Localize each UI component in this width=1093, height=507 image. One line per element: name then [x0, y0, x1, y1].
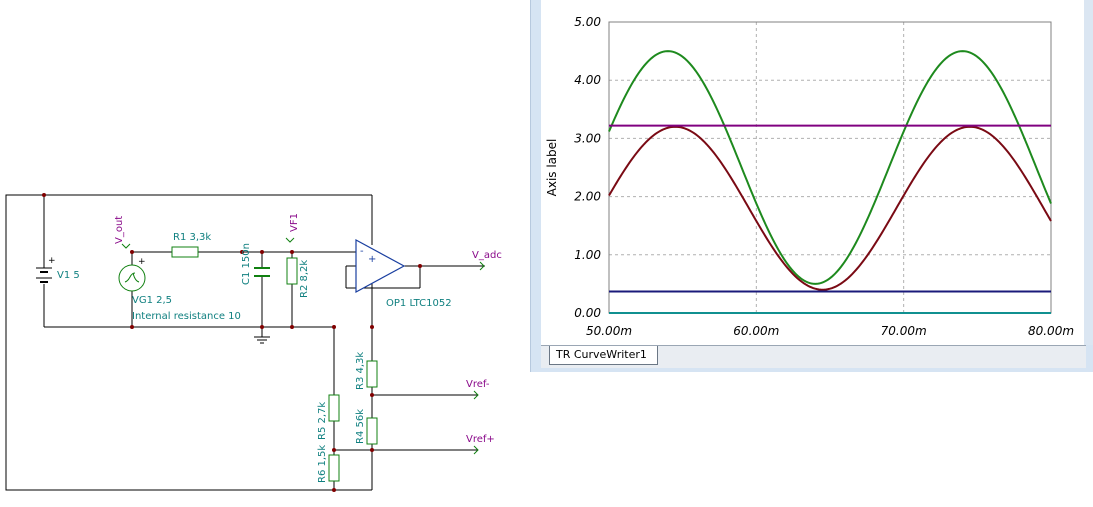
probe-vref-minus-icon: [473, 390, 479, 400]
resistor-r4[interactable]: [366, 417, 378, 445]
signal-generator-vg1[interactable]: +: [118, 257, 146, 292]
vref-plus-net-label: Vref+: [466, 434, 495, 445]
probe-vref-plus-icon: [473, 445, 479, 455]
resistor-r3[interactable]: [366, 360, 378, 388]
resistor-r6[interactable]: [328, 454, 340, 482]
y-tick-label: 2.00: [574, 190, 601, 204]
circuit-schematic[interactable]: + + + -: [0, 0, 530, 502]
r4-label: R4 56k: [355, 409, 366, 444]
c1-label: C1 150n: [241, 243, 252, 285]
opamp-minus-pin: -: [360, 246, 364, 257]
opamp-plus-pin: +: [368, 254, 376, 265]
window-edge: [1084, 0, 1093, 345]
vg1-label: VG1 2,5: [132, 295, 172, 306]
battery-v1[interactable]: +: [36, 256, 56, 283]
tab-strip: TR CurveWriter1: [541, 345, 1086, 368]
svg-text:+: +: [48, 256, 56, 266]
plot-area[interactable]: 50.00m 60.00m 70.00m 80.00m 0.00 1.00 2.00 3.00…: [541, 0, 1087, 345]
x-tick-label: 70.00m: [881, 324, 927, 338]
opamp-op1[interactable]: + -: [355, 238, 406, 294]
series-line-2: [608, 125, 1052, 291]
capacitor-c1[interactable]: [254, 267, 270, 277]
resistor-r5[interactable]: [328, 394, 340, 422]
probe-v-out-icon: [121, 243, 131, 249]
plot-border: [608, 21, 1052, 314]
simulation-window: 50.00m 60.00m 70.00m 80.00m 0.00 1.00 2.00 3.00…: [530, 0, 1093, 372]
x-tick-label: 60.00m: [733, 324, 779, 338]
vg1-internal-label: Internal resistance 10: [132, 311, 241, 322]
probe-v-adc-icon: [479, 261, 485, 271]
vref-minus-net-label: Vref-: [466, 379, 490, 390]
x-tick-label: 80.00m: [1028, 324, 1074, 338]
v1-label: V1 5: [57, 270, 80, 281]
y-tick-label: 4.00: [574, 73, 601, 87]
series-line-1: [608, 50, 1052, 285]
r6-label: R6 1,5k: [317, 445, 328, 483]
op1-label: OP1 LTC1052: [386, 298, 452, 309]
resistor-r1[interactable]: [171, 246, 199, 258]
vf1-net-label: VF1: [289, 213, 300, 232]
y-tick-label: 1.00: [574, 248, 601, 262]
svg-text:+: +: [138, 257, 146, 267]
r5-label: R5 2,7k: [317, 402, 328, 440]
v-adc-net-label: V_adc: [472, 250, 502, 261]
y-axis-label: Axis label: [545, 139, 559, 197]
y-tick-label: 5.00: [574, 15, 601, 29]
v-out-net-label: V_out: [114, 216, 125, 244]
x-tick-label: 50.00m: [586, 324, 632, 338]
y-tick-label: 0.00: [574, 306, 601, 320]
y-tick-label: 3.00: [574, 131, 601, 145]
wire: [5, 194, 372, 491]
resistor-r2[interactable]: [286, 257, 298, 285]
tab-curvewriter[interactable]: TR CurveWriter1: [549, 346, 658, 365]
r1-label: R1 3,3k: [173, 232, 211, 243]
r2-label: R2 8,2k: [299, 260, 310, 298]
transient-chart[interactable]: 50.00m 60.00m 70.00m 80.00m 0.00 1.00 2.00 3.00…: [541, 0, 1086, 345]
r3-label: R3 4,3k: [355, 352, 366, 390]
probe-vf1-icon: [285, 237, 295, 243]
